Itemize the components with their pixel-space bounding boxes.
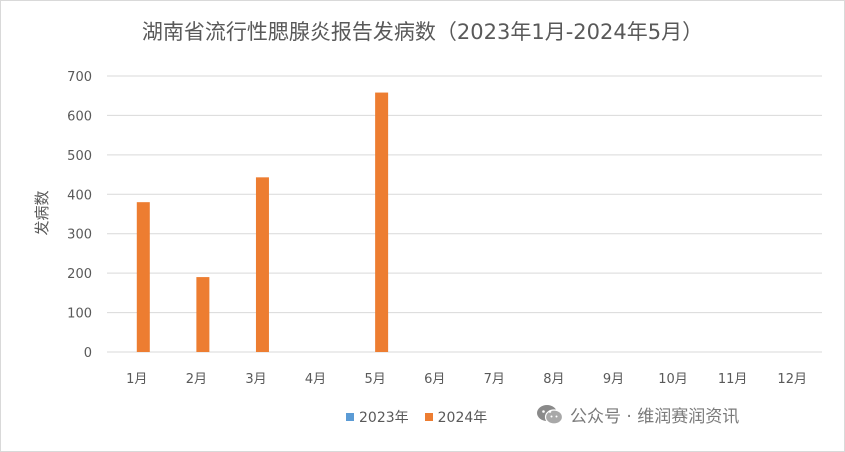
- legend-item-2023: 2023年: [346, 407, 409, 427]
- x-tick-label: 7月: [484, 372, 505, 387]
- y-tick-label: 600: [67, 109, 92, 124]
- x-tick-label: 3月: [245, 372, 266, 387]
- chart-title: 湖南省流行性腮腺炎报告发病数（2023年1月-2024年5月）: [141, 20, 704, 44]
- x-tick-label: 2月: [186, 372, 207, 387]
- y-axis-label: 发病数: [33, 190, 51, 235]
- x-tick-label: 9月: [603, 372, 624, 387]
- y-tick-label: 700: [67, 70, 92, 85]
- y-tick-label: 200: [67, 267, 92, 282]
- legend-swatch-2024: [424, 413, 433, 421]
- x-tick-label: 10月: [658, 372, 688, 387]
- legend: 2023年 2024年: [346, 407, 503, 427]
- legend-label-2024: 2024年: [437, 410, 488, 426]
- x-tick-label: 4月: [305, 372, 326, 387]
- x-tick-label: 1月: [126, 372, 147, 387]
- y-tick-label: 300: [67, 228, 92, 243]
- watermark: 公众号 · 维润赛润资讯: [536, 402, 739, 427]
- x-tick-label: 11月: [718, 372, 748, 387]
- legend-swatch-2023: [346, 413, 354, 421]
- bar-2024年-3月: [255, 177, 269, 352]
- x-tick-label: 6月: [424, 372, 445, 387]
- bar-2024年-1月: [136, 202, 150, 352]
- y-tick-labels: 0 100 200 300 400 500 600 700: [67, 70, 92, 361]
- legend-item-2024: 2024年: [424, 407, 488, 427]
- gridlines: [107, 75, 822, 353]
- wechat-icon: [537, 404, 564, 425]
- watermark-text: 公众号 · 维润赛润资讯: [570, 407, 740, 427]
- legend-label-2023: 2023年: [359, 410, 409, 426]
- x-tick-label: 8月: [543, 372, 564, 387]
- bar-2024年-2月: [196, 277, 210, 352]
- y-tick-label: 500: [67, 149, 92, 164]
- x-tick-label: 12月: [777, 372, 807, 387]
- bar-2024年-5月: [375, 92, 389, 352]
- y-tick-label: 0: [84, 346, 92, 361]
- y-tick-label: 100: [67, 307, 92, 322]
- x-tick-labels: 1月 2月 3月 4月 5月 6月 7月 8月 9月 10月 11月 12月: [126, 372, 807, 387]
- x-tick-label: 5月: [364, 372, 385, 387]
- y-tick-label: 400: [67, 188, 92, 203]
- bars: [136, 92, 389, 352]
